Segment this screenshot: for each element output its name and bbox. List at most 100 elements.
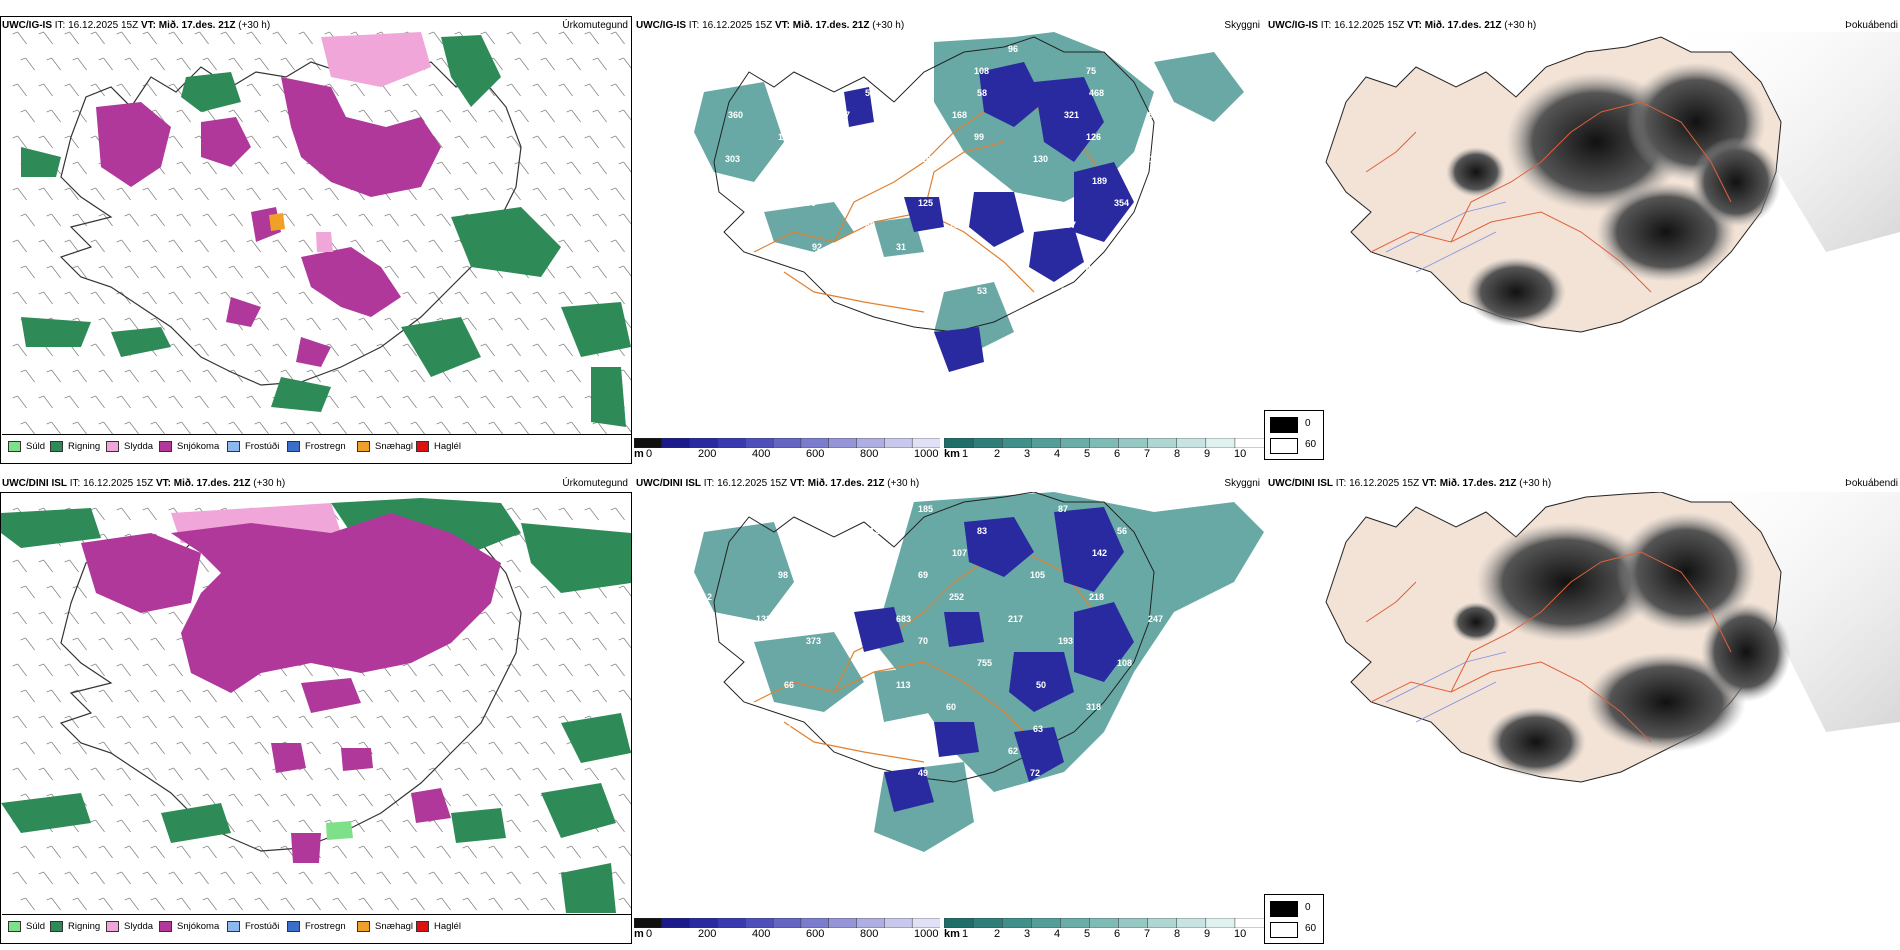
ceiling-value-label: 60: [756, 746, 766, 756]
wind-barb: [228, 421, 243, 435]
wind-barb: [610, 187, 625, 201]
wind-barb: [410, 689, 425, 703]
ceiling-value-label: 107: [952, 548, 967, 558]
wind-barb: [558, 31, 573, 45]
ceiling-value-label: 223: [837, 592, 852, 602]
wind-barb: [584, 135, 599, 149]
ceiling-value-label: 130: [1033, 154, 1048, 164]
wind-barb: [90, 715, 105, 729]
wind-barb: [116, 871, 131, 885]
panel-header: UWC/IG-IS IT: 16.12.2025 15Z VT: Mið. 17…: [636, 20, 905, 31]
wind-barb: [280, 421, 295, 435]
wind-barb: [38, 187, 53, 201]
wind-barb: [98, 265, 113, 279]
colorbar-tick: 6: [1114, 448, 1121, 460]
ceiling-value-label: 321: [1064, 110, 1079, 120]
wind-barb: [176, 265, 191, 279]
colorbar-segment: [745, 918, 774, 928]
wind-barb: [46, 637, 61, 651]
wind-barb: [454, 291, 469, 305]
wind-barb: [202, 369, 217, 383]
colorbar-segment: [944, 438, 974, 448]
ceiling-value-label: 189: [1092, 176, 1107, 186]
legend-swatch: [50, 921, 63, 932]
ceiling-value-label: 113: [896, 680, 911, 690]
legend-item: Frostúði: [227, 441, 279, 452]
ceiling-value-label: 87: [1058, 504, 1068, 514]
visibility-map-svg: 163 141 96 62 147 108 75 87 57 58 468 360 77 168 321 83…: [694, 32, 1244, 372]
wind-barb: [454, 663, 469, 677]
wind-barb: [142, 663, 157, 677]
ceiling-value-label: 247: [1148, 614, 1163, 624]
wind-barb: [436, 109, 451, 123]
ceiling-value-label: 66: [784, 680, 794, 690]
legend-swatch: [1270, 901, 1298, 917]
wind-barb: [176, 109, 191, 123]
wind-barb: [462, 793, 477, 807]
wind-barb: [488, 897, 503, 911]
colorbar-tick: 2: [994, 448, 1001, 460]
ceiling-value-label: 72: [1030, 768, 1040, 778]
ceiling-value-label: 113: [1145, 154, 1160, 164]
ceiling-value-label: 41: [1030, 330, 1040, 340]
wind-barb: [72, 845, 87, 859]
iceland-outline: [713, 36, 1155, 333]
ceiling-value-label: 168: [952, 110, 967, 120]
wind-barb: [558, 239, 573, 253]
rain-areas: [1, 498, 631, 913]
snow-areas: [81, 513, 501, 863]
wind-barb: [350, 343, 365, 357]
wind-barb: [506, 715, 521, 729]
ceiling-value-label: 153: [868, 176, 883, 186]
wind-barb: [12, 291, 27, 305]
wind-barb: [618, 689, 631, 701]
wind-barb: [254, 161, 269, 175]
wind-barb: [150, 689, 165, 703]
ceiling-value-label: 62: [778, 66, 788, 76]
ceiling-value-label: 75: [781, 724, 791, 734]
colorbar-segment: [634, 438, 663, 448]
wind-barb: [150, 317, 165, 331]
wind-barb: [350, 395, 365, 409]
wind-barb: [176, 57, 191, 71]
ceiling-value-label: 163: [812, 44, 827, 54]
wind-barb: [384, 689, 399, 703]
wind-barb: [38, 871, 53, 885]
wind-barb: [298, 767, 313, 781]
wind-barb: [176, 689, 191, 703]
wind-barb: [64, 767, 79, 781]
wind-barb: [566, 369, 581, 383]
wind-barb: [12, 559, 27, 573]
wind-barb: [90, 819, 105, 833]
wind-barb: [488, 109, 503, 123]
wind-barb: [610, 135, 625, 149]
wind-barb: [436, 213, 451, 227]
wind-barb: [428, 187, 443, 201]
wind-barb: [618, 109, 631, 121]
wind-barb: [462, 369, 477, 383]
wind-barb: [220, 187, 235, 201]
wind-barb: [64, 395, 79, 409]
wind-barb: [98, 421, 113, 435]
precip-legend: Súld Rigning Slydda Snjókoma Frostúði Fr…: [2, 434, 631, 457]
wind-barb: [506, 767, 521, 781]
wind-barb: [618, 265, 631, 277]
wind-barb: [124, 213, 139, 227]
wind-barb: [46, 689, 61, 703]
wind-barb: [124, 317, 139, 331]
wind-barb: [462, 689, 477, 703]
wind-barb: [168, 395, 183, 409]
wind-barb: [46, 585, 61, 599]
colorbar-tick: 9: [1204, 928, 1211, 940]
ceiling-value-label: 218: [1089, 592, 1104, 602]
fog-index-legend: 0 60: [1264, 894, 1324, 944]
colorbar-segment: [745, 438, 774, 448]
wind-barb: [410, 897, 425, 911]
wind-barb: [280, 57, 295, 71]
wind-barb: [90, 31, 105, 45]
ceiling-value-label: 106: [806, 504, 821, 514]
colorbar-tick: 1000: [914, 448, 939, 460]
wind-barb: [436, 845, 451, 859]
wind-barb: [116, 611, 131, 625]
wind-barb: [532, 715, 547, 729]
